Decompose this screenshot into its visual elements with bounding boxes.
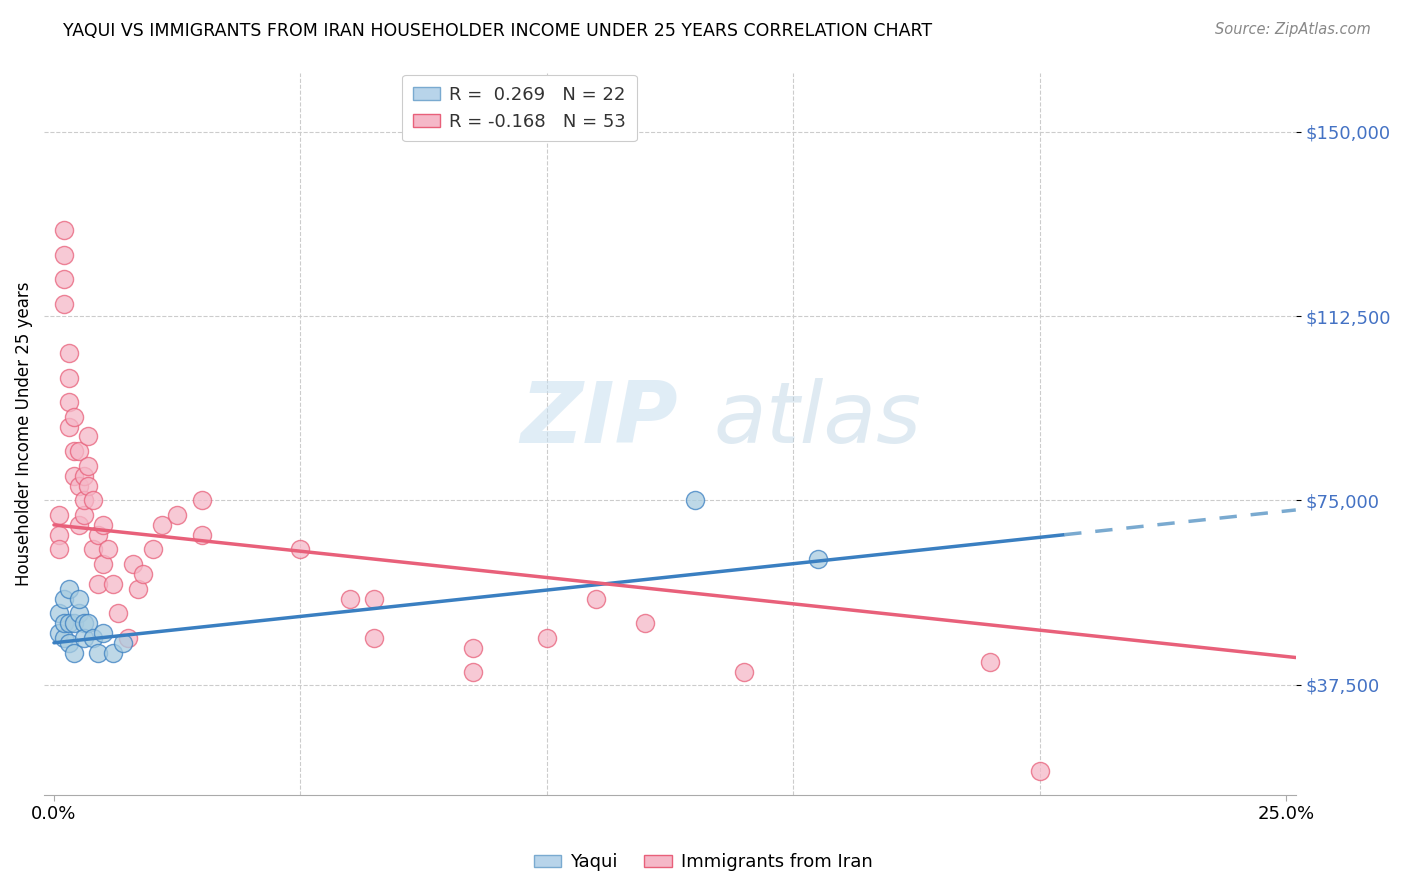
Point xyxy=(82,631,104,645)
Point xyxy=(1028,764,1050,778)
Point xyxy=(91,517,114,532)
Legend: R =  0.269   N = 22, R = -0.168   N = 53: R = 0.269 N = 22, R = -0.168 N = 53 xyxy=(402,75,637,142)
Point xyxy=(166,508,188,522)
Point xyxy=(191,527,214,541)
Point xyxy=(52,297,75,311)
Point xyxy=(87,577,110,591)
Point xyxy=(62,444,84,458)
Point xyxy=(67,517,90,532)
Point xyxy=(121,558,143,572)
Point xyxy=(141,542,163,557)
Point xyxy=(48,542,70,557)
Point xyxy=(67,478,90,492)
Point xyxy=(131,567,153,582)
Point xyxy=(72,616,94,631)
Point xyxy=(536,631,558,645)
Point xyxy=(585,591,607,606)
Point xyxy=(107,607,129,621)
Point xyxy=(62,468,84,483)
Point xyxy=(150,517,173,532)
Point xyxy=(82,542,104,557)
Point xyxy=(58,582,80,596)
Legend: Yaqui, Immigrants from Iran: Yaqui, Immigrants from Iran xyxy=(526,847,880,879)
Point xyxy=(339,591,361,606)
Point xyxy=(67,607,90,621)
Point xyxy=(62,646,84,660)
Point xyxy=(127,582,149,596)
Point xyxy=(48,508,70,522)
Point xyxy=(62,409,84,424)
Point xyxy=(683,493,706,508)
Point xyxy=(72,508,94,522)
Point xyxy=(733,665,755,680)
Text: YAQUI VS IMMIGRANTS FROM IRAN HOUSEHOLDER INCOME UNDER 25 YEARS CORRELATION CHAR: YAQUI VS IMMIGRANTS FROM IRAN HOUSEHOLDE… xyxy=(63,22,932,40)
Point xyxy=(52,631,75,645)
Point xyxy=(58,370,80,384)
Point xyxy=(807,552,830,566)
Point xyxy=(101,646,124,660)
Point xyxy=(461,665,484,680)
Point xyxy=(58,346,80,360)
Point xyxy=(461,640,484,655)
Text: atlas: atlas xyxy=(714,378,922,461)
Text: ZIP: ZIP xyxy=(520,378,678,461)
Text: Source: ZipAtlas.com: Source: ZipAtlas.com xyxy=(1215,22,1371,37)
Point xyxy=(111,636,134,650)
Point xyxy=(58,419,80,434)
Point xyxy=(87,527,110,541)
Point xyxy=(77,616,100,631)
Point xyxy=(58,636,80,650)
Point xyxy=(77,478,100,492)
Point xyxy=(87,646,110,660)
Point xyxy=(58,395,80,409)
Point xyxy=(77,429,100,443)
Point xyxy=(191,493,214,508)
Point xyxy=(52,248,75,262)
Point xyxy=(363,591,385,606)
Point xyxy=(67,444,90,458)
Point xyxy=(52,223,75,237)
Point xyxy=(82,493,104,508)
Point xyxy=(290,542,312,557)
Point xyxy=(91,626,114,640)
Point xyxy=(48,607,70,621)
Point xyxy=(48,527,70,541)
Point xyxy=(52,616,75,631)
Point xyxy=(67,591,90,606)
Point xyxy=(62,616,84,631)
Point xyxy=(97,542,120,557)
Point xyxy=(101,577,124,591)
Point xyxy=(48,626,70,640)
Point xyxy=(72,468,94,483)
Point xyxy=(634,616,657,631)
Point xyxy=(52,272,75,286)
Point xyxy=(77,458,100,473)
Point xyxy=(72,493,94,508)
Point xyxy=(58,616,80,631)
Point xyxy=(91,558,114,572)
Point xyxy=(363,631,385,645)
Point xyxy=(117,631,139,645)
Point xyxy=(52,591,75,606)
Point xyxy=(72,631,94,645)
Point xyxy=(979,656,1001,670)
Y-axis label: Householder Income Under 25 years: Householder Income Under 25 years xyxy=(15,282,32,586)
